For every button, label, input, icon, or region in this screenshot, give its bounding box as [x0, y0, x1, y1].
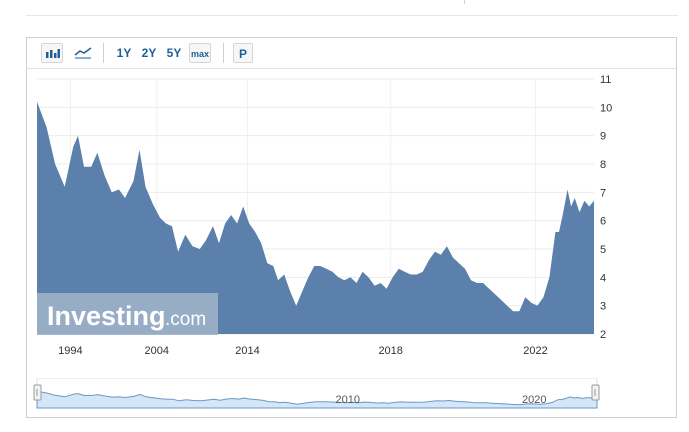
y-axis-ticks: 2 3 4 5 6 7 8 9 10 11 — [600, 74, 612, 341]
p-button[interactable]: P — [233, 43, 253, 63]
y-tick-label: 11 — [600, 74, 611, 86]
bar-chart-glyph — [46, 49, 60, 58]
y-tick-label: 6 — [600, 216, 606, 228]
range-2y-button[interactable]: 2Y — [141, 46, 157, 60]
navigator[interactable]: 2010 2020 — [27, 378, 676, 418]
line-chart-icon[interactable] — [72, 43, 94, 63]
chart-widget: 1Y 2Y 5Y max P 2 3 4 5 6 7 8 9 10 11 1994 2004 2014… — [26, 37, 677, 418]
y-tick-label: 3 — [600, 301, 606, 313]
watermark-background — [37, 293, 218, 335]
x-tick-label: 1994 — [58, 345, 82, 357]
y-tick-label: 8 — [600, 159, 606, 171]
navigator-tick-label: 2010 — [336, 394, 360, 406]
chart-toolbar: 1Y 2Y 5Y max P — [27, 38, 676, 69]
y-tick-label: 4 — [600, 272, 606, 284]
y-tick-label: 10 — [600, 102, 612, 114]
watermark-brand: Investing — [47, 301, 166, 331]
range-5y-button[interactable]: 5Y — [166, 46, 182, 60]
navigator-tick-label: 2020 — [522, 394, 546, 406]
watermark-suffix: .com — [165, 309, 206, 330]
top-divider — [26, 15, 678, 16]
y-tick-label: 5 — [600, 244, 606, 256]
x-tick-label: 2004 — [145, 345, 169, 357]
line-chart-glyph — [74, 47, 92, 59]
toolbar-separator — [103, 43, 104, 63]
top-divider-tick — [464, 0, 465, 4]
x-tick-label: 2018 — [378, 345, 402, 357]
x-tick-label: 2014 — [235, 345, 259, 357]
toolbar-separator — [223, 43, 224, 63]
navigator-ticks: 2010 2020 — [336, 394, 547, 406]
bar-chart-icon[interactable] — [41, 43, 63, 63]
watermark: Investing .com — [37, 293, 218, 335]
navigator-area — [36, 390, 598, 409]
y-tick-label: 7 — [600, 187, 606, 199]
x-tick-label: 2022 — [523, 345, 547, 357]
main-chart: 2 3 4 5 6 7 8 9 10 11 1994 2004 2014 2018 2022 Invest… — [37, 74, 612, 357]
x-axis-ticks: 1994 2004 2014 2018 2022 — [58, 345, 548, 357]
range-max-button[interactable]: max — [189, 43, 211, 63]
y-tick-label: 9 — [600, 131, 606, 143]
price-area-series — [37, 101, 594, 334]
range-1y-button[interactable]: 1Y — [116, 46, 132, 60]
y-tick-label: 2 — [600, 329, 606, 341]
